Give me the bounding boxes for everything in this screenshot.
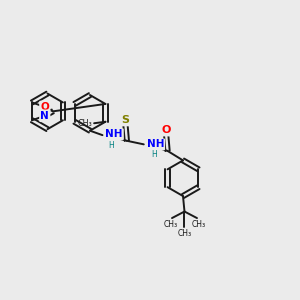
Text: O: O <box>40 102 49 112</box>
Text: CH₃: CH₃ <box>191 220 206 229</box>
Text: CH₃: CH₃ <box>78 119 93 128</box>
Text: N: N <box>40 111 49 121</box>
Text: CH₃: CH₃ <box>177 230 192 238</box>
Text: S: S <box>121 115 129 125</box>
Text: O: O <box>161 125 171 135</box>
Text: NH: NH <box>147 140 164 149</box>
Text: H: H <box>109 141 114 150</box>
Text: NH: NH <box>105 129 123 139</box>
Text: CH₃: CH₃ <box>164 220 178 229</box>
Text: H: H <box>151 150 157 159</box>
